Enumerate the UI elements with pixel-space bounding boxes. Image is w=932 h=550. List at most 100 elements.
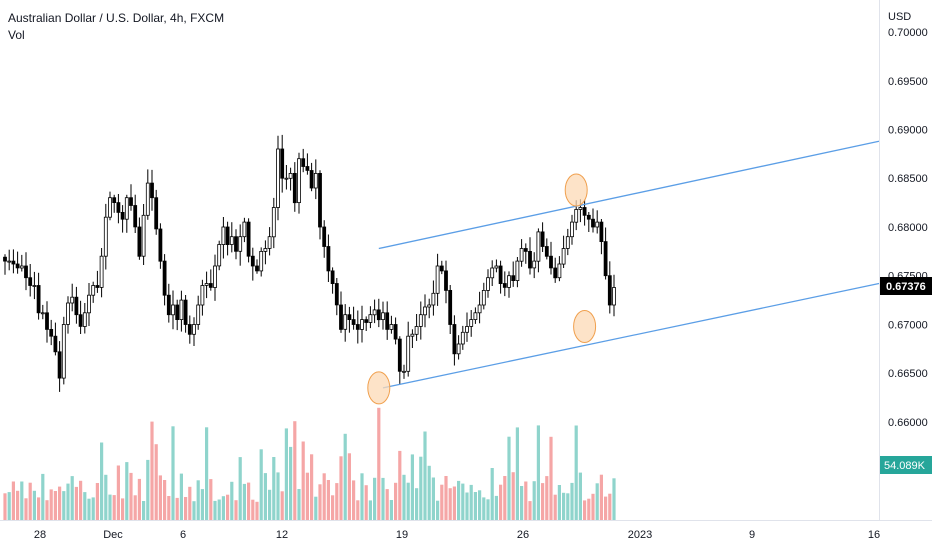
candle-down <box>280 148 285 179</box>
candle-down <box>452 324 457 355</box>
volume-bar <box>356 500 360 520</box>
candle-down <box>154 197 159 230</box>
price-tick-label: 0.67000 <box>888 320 928 332</box>
volume-bar <box>541 483 545 520</box>
volume-bar <box>410 454 414 520</box>
candle-up <box>557 263 562 279</box>
candle-down <box>116 202 121 213</box>
candle-up <box>179 299 184 321</box>
candle-up <box>431 292 436 306</box>
time-tick-label: 2023 <box>628 529 652 541</box>
volume-bar <box>11 481 15 520</box>
volume-bar <box>188 486 192 520</box>
volume-bar <box>247 482 251 520</box>
candle-up <box>91 285 96 296</box>
volume-bar <box>32 490 36 520</box>
candle-down <box>511 275 516 282</box>
volume-bar <box>95 483 99 520</box>
candle-up <box>372 309 377 316</box>
volume-bar <box>200 489 204 520</box>
volume-bar <box>171 426 175 520</box>
volume-bar <box>461 483 465 520</box>
candle-up <box>574 209 579 223</box>
volume-bar <box>482 497 486 520</box>
candle-up <box>276 148 280 208</box>
candle-down <box>57 351 62 379</box>
volume-bar <box>179 473 183 520</box>
time-axis[interactable]: 28 Dec 6 12 19 26 2023 9 16 <box>34 529 880 541</box>
volume-bar <box>41 473 45 520</box>
volume-bar <box>112 495 116 520</box>
volume-bar <box>238 457 242 520</box>
highlight-circle[interactable] <box>367 371 391 405</box>
volume-bar <box>549 436 553 520</box>
volume-bar <box>532 481 536 520</box>
volume-bar <box>146 459 150 520</box>
candle-up <box>204 283 209 286</box>
candle-down <box>318 172 322 228</box>
candle-down <box>137 226 142 257</box>
volume-bar <box>595 483 599 520</box>
volume-bar <box>511 472 515 520</box>
candle-down <box>553 267 558 279</box>
volume-bar <box>125 462 129 520</box>
volume-bar <box>280 491 284 520</box>
volume-bar <box>255 501 259 520</box>
last-price-value: 0.67376 <box>886 281 926 293</box>
candle-down <box>355 324 360 330</box>
candle-down <box>95 285 100 288</box>
price-tick-label: 0.69000 <box>888 125 928 137</box>
candle-up <box>490 267 495 279</box>
candle-down <box>591 218 595 228</box>
time-tick-label: 6 <box>180 529 186 541</box>
candle-up <box>561 248 566 265</box>
volume-bar <box>251 499 255 520</box>
volume-bar <box>318 484 322 520</box>
channel-lower-line[interactable] <box>382 282 880 389</box>
time-tick-label: 28 <box>34 529 46 541</box>
volume-legend-label: Vol <box>8 28 25 42</box>
price-scale[interactable]: 0.700000.695000.690000.685000.680000.675… <box>888 27 928 429</box>
volume-bar <box>583 500 587 520</box>
candle-down <box>330 270 335 284</box>
candle-down <box>607 275 612 306</box>
candle-up <box>103 216 108 257</box>
candle-down <box>158 228 163 262</box>
candle-down <box>439 265 444 272</box>
volume-bar <box>612 478 616 520</box>
highlight-circle[interactable] <box>573 310 597 343</box>
channel-upper-line[interactable] <box>378 140 880 250</box>
time-tick-label: Dec <box>103 529 123 541</box>
volume-bar <box>91 497 95 520</box>
volume-bar <box>263 473 267 520</box>
volume-bar <box>553 494 557 520</box>
candle-up <box>473 312 478 320</box>
price-scale-currency: USD <box>888 11 911 23</box>
candle-up <box>423 306 427 316</box>
volume-bar <box>465 492 469 520</box>
candle-down <box>175 304 180 321</box>
candle-up <box>343 314 348 330</box>
volume-bar <box>520 486 524 520</box>
volume-bar <box>440 484 444 520</box>
volume-bar <box>259 449 263 520</box>
volume-bar <box>58 486 62 520</box>
candle-up <box>494 265 499 269</box>
candle-down <box>129 197 133 206</box>
volume-bar <box>272 457 276 520</box>
candle-down <box>498 265 503 285</box>
candle-up <box>19 265 24 269</box>
volume-bar <box>448 488 452 520</box>
candle-down <box>528 250 532 269</box>
candle-down <box>166 294 171 316</box>
volume-bar <box>360 473 364 520</box>
candle-up <box>435 265 440 294</box>
candle-up <box>578 207 583 210</box>
highlight-circle[interactable] <box>564 173 588 207</box>
volume-bar <box>515 427 519 520</box>
volume-bar <box>45 500 49 520</box>
candle-down <box>301 158 306 167</box>
candle-up <box>460 331 465 345</box>
